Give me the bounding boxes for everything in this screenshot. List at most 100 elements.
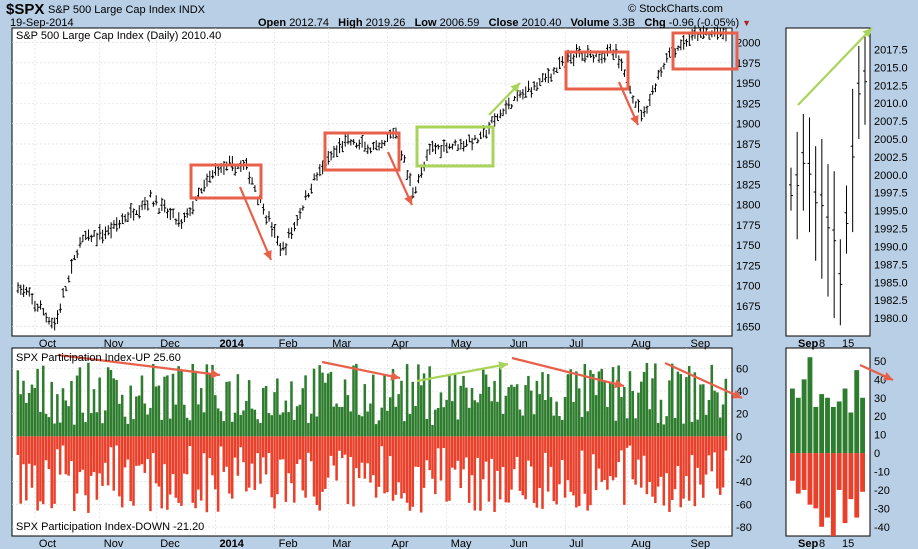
annotation-arrow-head — [390, 371, 400, 381]
participation-up-bar — [724, 378, 728, 437]
participation-up-bar — [425, 418, 429, 437]
participation-up-bar — [168, 418, 172, 437]
participation-up-bar — [448, 374, 451, 437]
participation-up-bar — [397, 394, 400, 437]
participation-up-bar — [247, 380, 251, 437]
participation-down-bar — [496, 436, 499, 471]
participation-up-bar — [510, 384, 513, 437]
participation-up-bar — [143, 403, 147, 437]
detail-y-tick-label: 1982.5 — [874, 295, 908, 307]
participation-up-bar — [230, 421, 234, 437]
annotation-box — [564, 50, 630, 91]
pdetail-up-bar — [819, 394, 825, 454]
participation-down-bar — [202, 436, 206, 454]
participation-up-bar — [450, 401, 454, 437]
annotation-box — [323, 131, 401, 172]
pdetail-up-bar — [790, 388, 795, 454]
participation-up-bar — [625, 418, 629, 437]
participation-up-bar — [278, 414, 282, 437]
participation-down-bar — [191, 436, 195, 503]
participation-up-bar — [439, 392, 443, 437]
price-y-tick-label: 1700 — [736, 281, 760, 293]
participation-down-bar — [391, 436, 395, 501]
participation-up-bar — [357, 414, 361, 437]
participation-down-bar — [580, 436, 584, 451]
participation-up-bar — [484, 374, 488, 437]
participation-up-bar — [70, 380, 73, 437]
participation-up-bar — [75, 375, 79, 437]
participation-down-bar — [510, 436, 513, 490]
participation-up-bar — [710, 364, 714, 437]
participation-up-bar — [112, 378, 116, 437]
part-x-tick-label: Aug — [631, 538, 651, 549]
participation-down-bar — [682, 436, 685, 499]
participation-down-bar — [132, 436, 135, 506]
participation-up-bar — [552, 415, 556, 437]
participation-down-bar — [247, 436, 251, 488]
pdetail-up-bar — [848, 412, 854, 454]
participation-up-bar — [716, 392, 719, 437]
participation-down-bar — [473, 436, 477, 511]
participation-down-bar — [129, 436, 132, 502]
participation-down-bar — [211, 436, 214, 476]
participation-up-bar — [662, 424, 666, 437]
index-name: S&P 500 Large Cap Index — [48, 4, 176, 16]
participation-up-bar — [166, 375, 169, 437]
part-x-tick-label: May — [451, 538, 472, 549]
participation-down-bar — [41, 436, 45, 505]
participation-up-bar — [671, 363, 674, 437]
participation-up-bar — [214, 395, 217, 437]
participation-up-bar — [682, 423, 685, 437]
participation-up-bar — [109, 369, 113, 437]
participation-down-bar — [687, 436, 691, 501]
participation-up-bar — [19, 394, 22, 437]
participation-down-bar — [366, 436, 369, 464]
participation-down-bar — [199, 436, 203, 501]
participation-down-bar — [346, 436, 350, 505]
participation-down-bar — [143, 436, 147, 473]
participation-down-bar — [261, 436, 265, 458]
participation-up-bar — [383, 374, 386, 437]
participation-up-bar — [555, 401, 558, 437]
participation-down-bar — [44, 436, 48, 461]
participation-down-bar — [343, 436, 347, 455]
participation-down-bar — [25, 436, 28, 501]
participation-up-bar — [208, 374, 211, 437]
participation-up-bar — [411, 381, 415, 437]
participation-down-bar — [637, 436, 640, 460]
participation-down-bar — [75, 436, 79, 494]
part-y-tick-label: 20 — [736, 409, 748, 421]
annotation-box — [189, 163, 263, 200]
participation-up-bar — [253, 409, 257, 437]
participation-up-bar — [572, 401, 575, 437]
participation-down-bar — [89, 436, 93, 476]
ticker-symbol: $SPX — [6, 1, 45, 18]
price-y-tick-label: 1800 — [736, 200, 760, 212]
part-x-tick-label: 2014 — [219, 538, 244, 549]
participation-up-bar — [312, 368, 316, 437]
annotation-arrow-shaft — [238, 186, 273, 261]
participation-up-bar — [408, 414, 412, 437]
participation-up-bar — [211, 364, 214, 437]
detail-y-tick-label: 1985.0 — [874, 277, 908, 289]
participation-down-bar — [33, 436, 37, 466]
participation-up-bar — [205, 364, 209, 437]
participation-down-bar — [428, 436, 431, 471]
participation-down-bar — [163, 436, 166, 465]
participation-down-bar — [197, 436, 200, 490]
participation-down-bar — [403, 436, 406, 494]
pdetail-y-tick-label: -40 — [874, 522, 890, 534]
participation-up-bar — [482, 369, 485, 437]
part-x-tick-label: Jun — [510, 538, 528, 549]
participation-down-bar — [171, 436, 175, 475]
participation-down-bar — [318, 436, 321, 511]
participation-up-bar — [462, 375, 465, 437]
participation-down-bar — [388, 436, 392, 457]
participation-up-bar — [699, 384, 702, 437]
participation-up-bar — [349, 411, 352, 437]
participation-up-bar — [634, 418, 637, 437]
participation-up-bar — [188, 420, 192, 437]
participation-up-bar — [290, 381, 293, 437]
participation-up-bar — [620, 397, 623, 437]
participation-up-bar — [532, 414, 536, 437]
